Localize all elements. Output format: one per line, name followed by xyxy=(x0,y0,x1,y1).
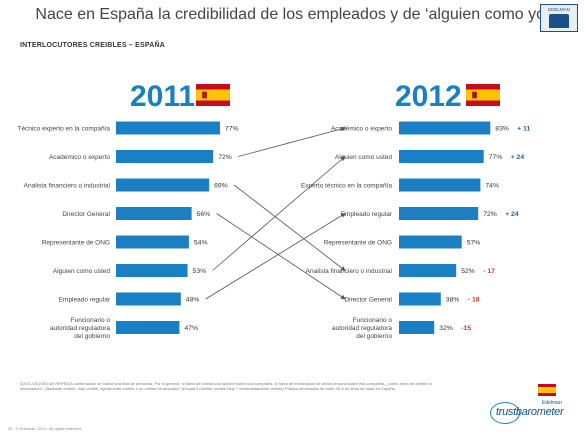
category-label: Académico o experto xyxy=(49,154,110,161)
bar xyxy=(399,321,435,334)
category-label: Alguien como usted xyxy=(335,154,392,161)
category-label: Director General xyxy=(62,211,110,218)
rank-arrow xyxy=(216,213,346,300)
value-label: 56% xyxy=(197,211,211,218)
rank-arrow xyxy=(233,184,346,271)
logo-ring-icon xyxy=(490,402,520,424)
spain-flag-icon xyxy=(466,84,500,106)
chart-2012: 2012 Académico o experto 83% + 11 Alguien co… xyxy=(301,80,531,340)
category-label: Alguien como usted xyxy=(53,268,110,275)
category-label: Académico o experto xyxy=(331,125,392,132)
value-label: 47% xyxy=(184,325,198,332)
value-label: 54% xyxy=(194,240,208,247)
rank-arrow xyxy=(205,213,346,300)
bar xyxy=(116,207,192,220)
spain-flag-icon xyxy=(196,84,230,106)
category-label: Empleado regular xyxy=(341,211,393,218)
category-label: Analista financiero o industrial xyxy=(24,182,111,189)
value-label: 72% xyxy=(218,154,232,161)
value-label: 72% xyxy=(483,211,497,218)
value-label: 32% xyxy=(439,325,453,332)
category-label: Representante de ONG xyxy=(42,239,110,246)
bar xyxy=(116,121,220,135)
value-label: 38% xyxy=(446,297,460,304)
value-label: 83% xyxy=(495,126,509,133)
category-label: Empleado regular xyxy=(59,296,111,303)
chart-2011: 2011 Técnico experto en la compañía 77% Aca… xyxy=(18,80,239,340)
bar xyxy=(399,178,481,192)
category-label: Representante de ONG xyxy=(324,239,392,246)
bar xyxy=(116,264,188,277)
category-label: Técnico experto en la compañía xyxy=(18,125,111,132)
change-label: + 24 xyxy=(511,154,525,161)
bar xyxy=(399,121,491,135)
value-label: 57% xyxy=(467,240,481,247)
year-label: 2012 xyxy=(395,80,462,113)
bar xyxy=(399,150,484,163)
page-title: Nace en España la credibilidad de los em… xyxy=(35,6,549,23)
category-label: Analista financiero o industrial xyxy=(306,268,393,275)
value-label: 77% xyxy=(225,126,239,133)
people-icon xyxy=(549,14,569,28)
bar xyxy=(116,150,214,163)
bar xyxy=(399,264,457,277)
change-label: + 11 xyxy=(517,126,530,133)
chart-subtitle: INTERLOCUTORES CREIBLES – ESPAÑA xyxy=(20,42,165,49)
rank-change-arrows xyxy=(205,126,346,300)
category-label: Director General xyxy=(344,296,392,303)
brand-name: Edelman xyxy=(542,400,562,406)
year-label: 2011 xyxy=(130,80,195,113)
bar xyxy=(399,292,441,306)
change-label: -15 xyxy=(461,325,471,332)
category-label: Funcionario o autoridad reguladora del gob… xyxy=(50,317,110,340)
bar xyxy=(116,292,181,306)
value-label: 69% xyxy=(214,183,228,190)
spain-flag-icon xyxy=(538,384,556,396)
bar xyxy=(116,235,189,249)
rank-arrow xyxy=(212,155,346,271)
footnote-text: Q219-226 [SEGUN REPEDIA continuación se … xyxy=(20,381,432,391)
product-name: trustbarometer xyxy=(496,406,564,418)
change-label: + 24 xyxy=(505,211,519,218)
change-label: - 18 xyxy=(468,297,480,304)
value-label: 52% xyxy=(461,268,475,275)
category-label: Experto técnico en la compañía xyxy=(301,182,392,189)
bar xyxy=(399,235,462,249)
rank-arrow xyxy=(238,126,346,157)
value-label: 53% xyxy=(193,268,207,275)
copyright: © Edelman, 2012. All rights reserved. xyxy=(15,426,82,431)
edelman-trustbarometer-logo: Edelman trustbarometer xyxy=(490,380,570,428)
value-label: 74% xyxy=(485,183,499,190)
bar xyxy=(116,178,210,192)
page-number: 26 © Edelman, 2012. All rights reserved. xyxy=(8,426,82,431)
change-label: - 17 xyxy=(483,268,495,275)
category-label: Funcionario o autoridad reguladora del gob… xyxy=(332,317,392,340)
value-label: 77% xyxy=(489,154,503,161)
bar xyxy=(116,321,180,334)
edelman-logo-icon: EDELMAN xyxy=(540,4,578,32)
bar xyxy=(399,207,479,220)
value-label: 48% xyxy=(186,297,200,304)
logo-text: EDELMAN xyxy=(548,7,570,12)
